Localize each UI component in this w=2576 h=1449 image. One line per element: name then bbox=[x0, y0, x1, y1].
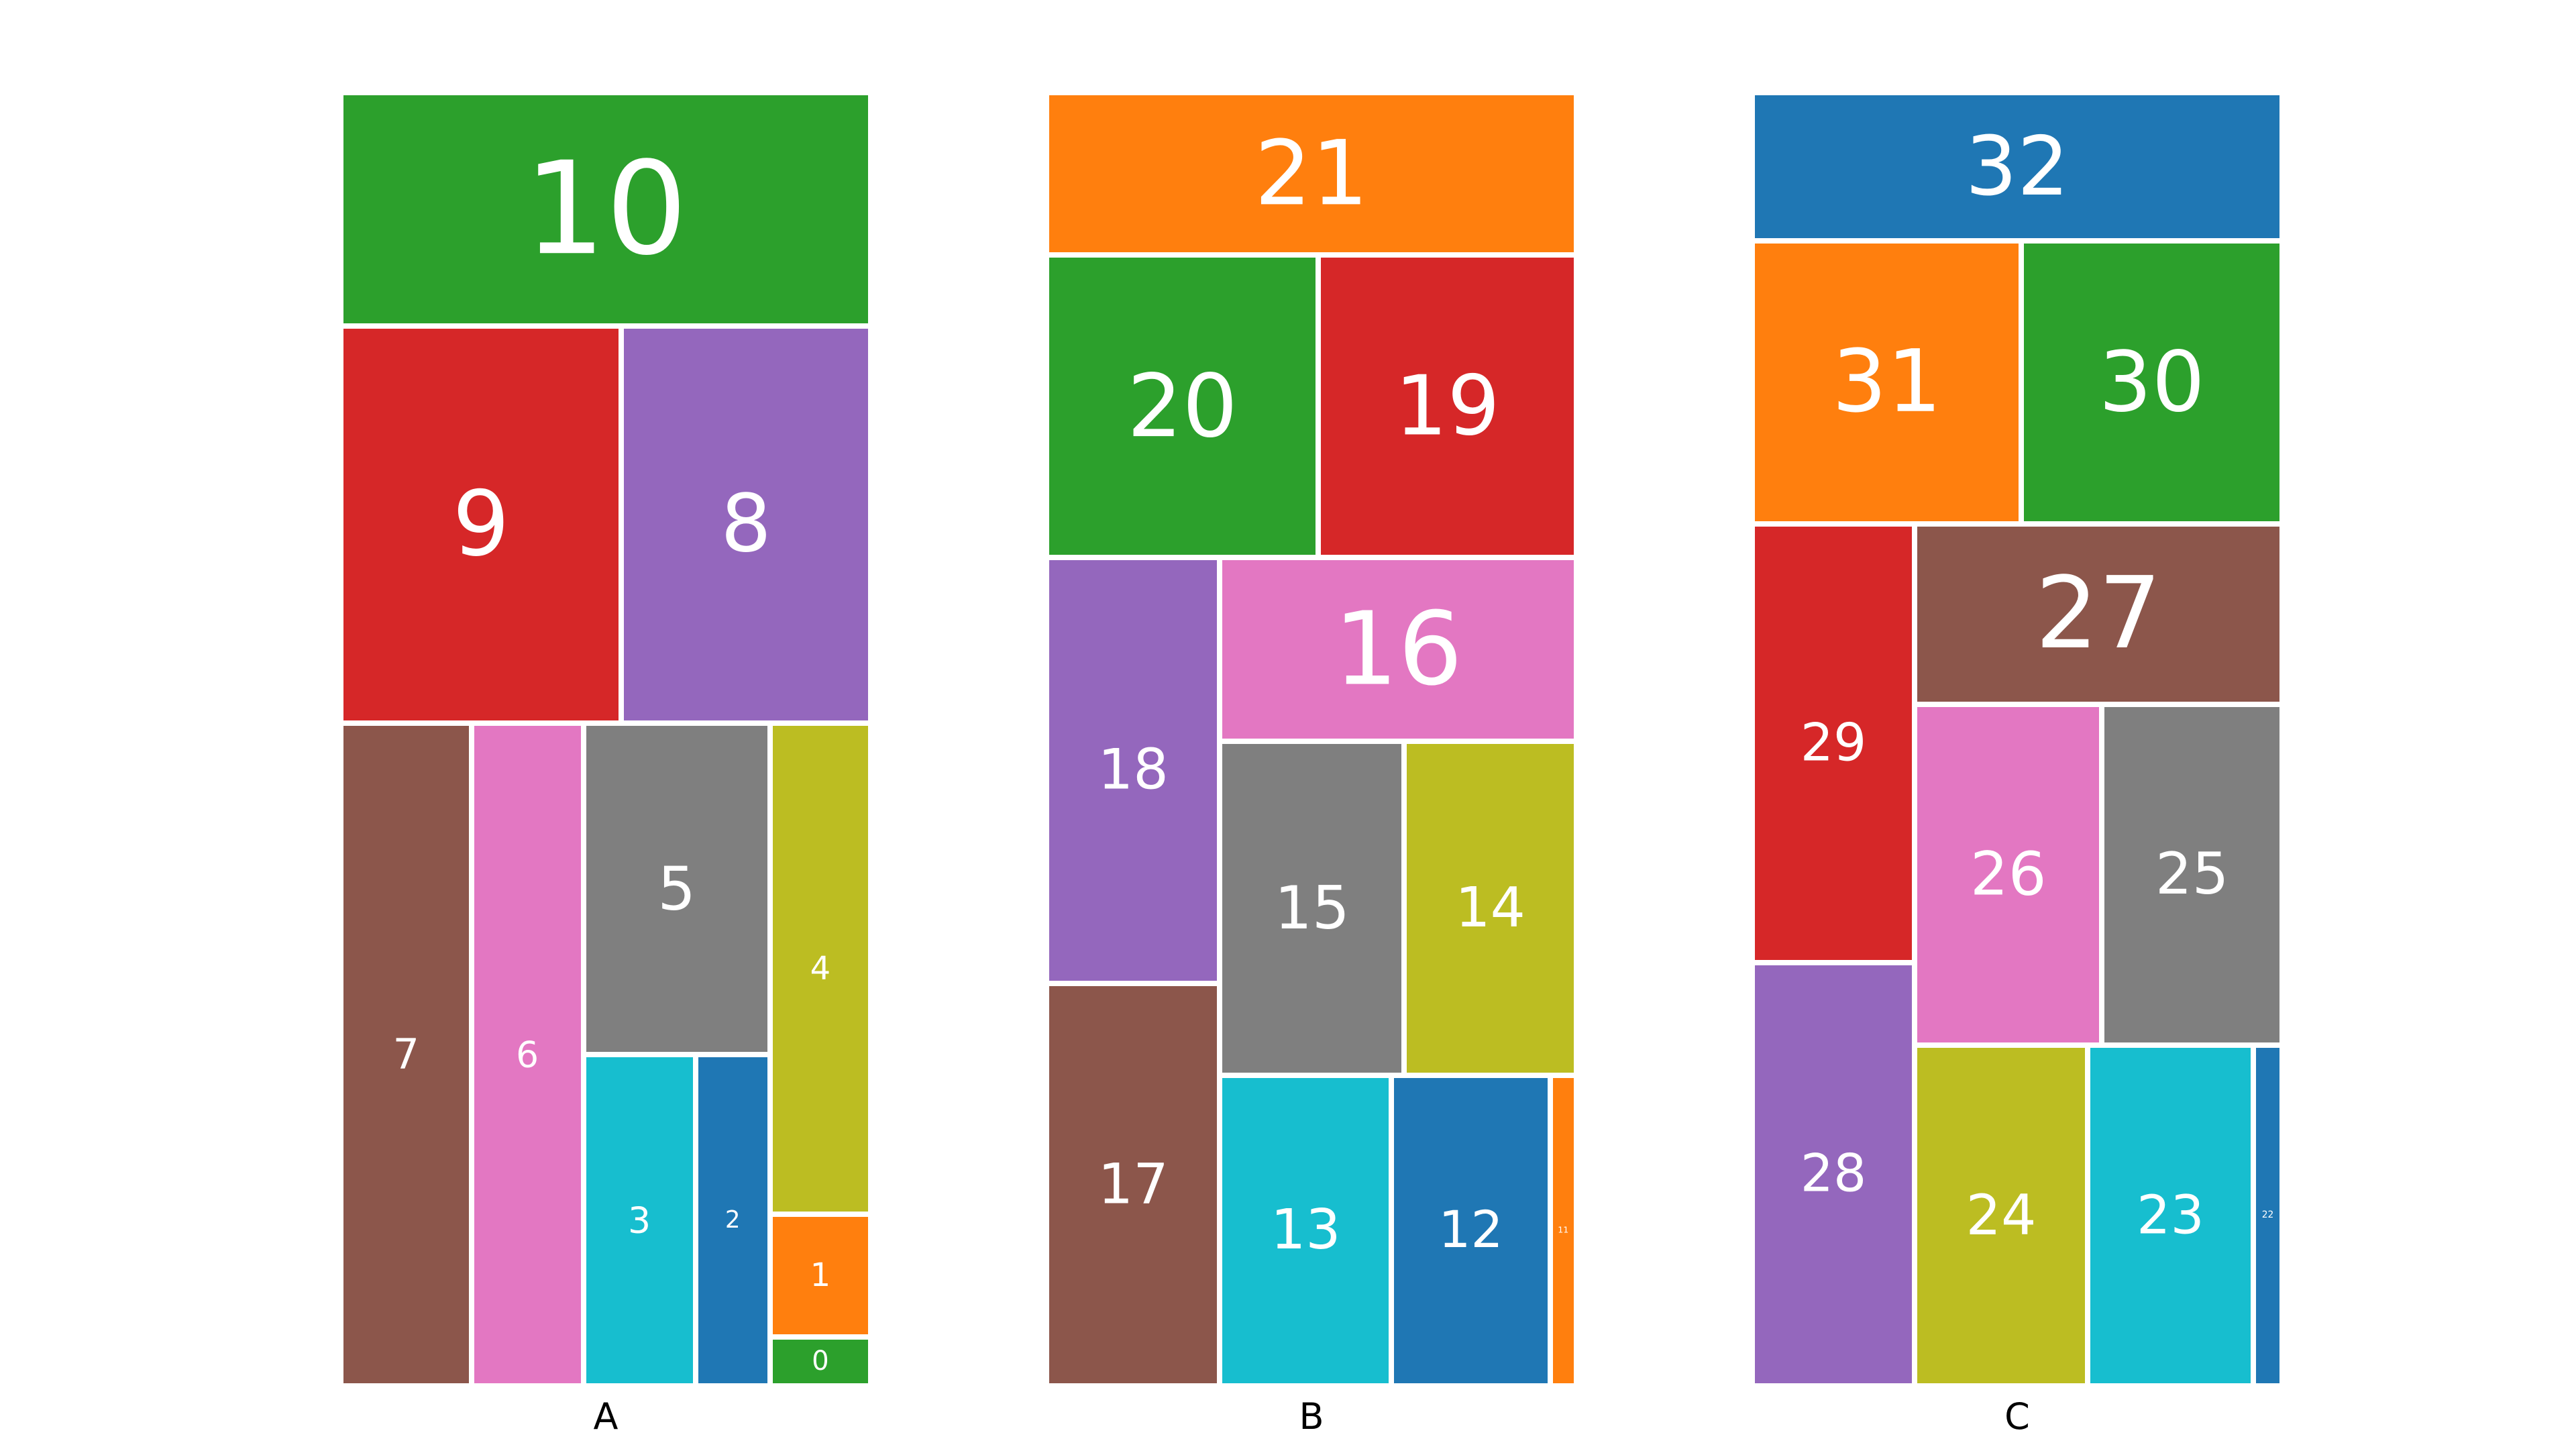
tile-value-label: 31 bbox=[1831, 331, 1942, 432]
tile-value-label: 13 bbox=[1271, 1198, 1341, 1263]
treemap-tile: 7 bbox=[341, 722, 472, 1386]
treemap-tile: 19 bbox=[1318, 255, 1576, 557]
tile-value-label: 9 bbox=[452, 471, 510, 576]
treemap-tile: 23 bbox=[2087, 1044, 2253, 1386]
tile-value-label: 23 bbox=[2137, 1184, 2204, 1246]
tile-value-label: 7 bbox=[392, 1029, 420, 1079]
tile-value-label: 4 bbox=[810, 949, 831, 987]
panel-axis-label: B bbox=[1299, 1395, 1324, 1438]
treemap-tile: 11 bbox=[1550, 1075, 1576, 1386]
treemap-tile: 18 bbox=[1046, 557, 1220, 983]
tile-value-label: 2 bbox=[724, 1206, 741, 1234]
tile-value-label: 32 bbox=[1965, 118, 2070, 214]
treemap-tile: 8 bbox=[621, 326, 871, 723]
treemap-tile: 14 bbox=[1404, 741, 1576, 1075]
tile-value-label: 5 bbox=[657, 853, 696, 924]
tile-value-label: 17 bbox=[1097, 1151, 1169, 1217]
tile-value-label: 10 bbox=[524, 134, 688, 284]
treemap-tile: 1 bbox=[769, 1214, 871, 1337]
tile-value-label: 22 bbox=[2261, 1210, 2274, 1221]
tile-value-label: 21 bbox=[1254, 121, 1368, 226]
treemap-tile: 31 bbox=[1752, 241, 2022, 524]
tile-value-label: 0 bbox=[812, 1346, 829, 1377]
treemap-tile: 6 bbox=[471, 722, 584, 1386]
treemap-tile: 13 bbox=[1220, 1075, 1392, 1386]
tile-value-label: 19 bbox=[1395, 358, 1500, 454]
tile-value-label: 3 bbox=[628, 1199, 651, 1242]
tile-value-label: 6 bbox=[516, 1033, 539, 1076]
tile-value-label: 12 bbox=[1438, 1200, 1503, 1260]
tile-value-label: 14 bbox=[1455, 875, 1525, 940]
tile-value-label: 15 bbox=[1274, 873, 1350, 943]
tile-value-label: 16 bbox=[1334, 590, 1463, 708]
tile-value-label: 29 bbox=[1800, 712, 1867, 773]
treemap-tile: 15 bbox=[1220, 741, 1405, 1075]
tile-value-label: 25 bbox=[2155, 840, 2229, 908]
treemap-tile: 30 bbox=[2021, 241, 2282, 524]
tile-value-label: 30 bbox=[2098, 333, 2205, 431]
treemap-tile: 29 bbox=[1752, 523, 1915, 963]
treemap-tile: 22 bbox=[2253, 1044, 2282, 1386]
treemap-tile: 28 bbox=[1752, 962, 1915, 1386]
panel-axis-label: C bbox=[2004, 1395, 2030, 1438]
tile-value-label: 18 bbox=[1097, 737, 1169, 802]
treemap-tile: 5 bbox=[583, 722, 770, 1055]
treemap-tile: 24 bbox=[1915, 1044, 2088, 1386]
treemap-tile: 16 bbox=[1220, 557, 1576, 742]
tile-value-label: 11 bbox=[1558, 1225, 1569, 1236]
treemap-tile: 26 bbox=[1915, 704, 2102, 1045]
treemap-tile: 3 bbox=[583, 1054, 696, 1386]
treemap-tile: 4 bbox=[769, 722, 871, 1214]
tile-value-label: 26 bbox=[1970, 839, 2047, 910]
treemap-tile: 20 bbox=[1046, 255, 1319, 557]
panel-axis-label: A bbox=[593, 1395, 619, 1438]
tile-value-label: 27 bbox=[2035, 555, 2162, 672]
tile-value-label: 20 bbox=[1127, 355, 1238, 457]
treemap-tile: 9 bbox=[341, 326, 622, 723]
treemap-tile: 21 bbox=[1046, 93, 1576, 256]
treemap-tile: 12 bbox=[1391, 1075, 1550, 1386]
treemap-tile: 25 bbox=[2102, 704, 2282, 1045]
treemap-tile: 10 bbox=[341, 93, 871, 326]
treemap-tile: 17 bbox=[1046, 983, 1220, 1386]
tile-value-label: 28 bbox=[1800, 1143, 1867, 1204]
treemap-tile: 27 bbox=[1915, 523, 2282, 704]
treemap-tile: 0 bbox=[769, 1336, 871, 1386]
treemap-tile: 2 bbox=[695, 1054, 770, 1386]
tile-value-label: 8 bbox=[720, 478, 771, 571]
tile-value-label: 24 bbox=[1966, 1183, 2037, 1248]
treemap-tile: 32 bbox=[1752, 93, 2282, 241]
tile-value-label: 1 bbox=[810, 1256, 831, 1295]
